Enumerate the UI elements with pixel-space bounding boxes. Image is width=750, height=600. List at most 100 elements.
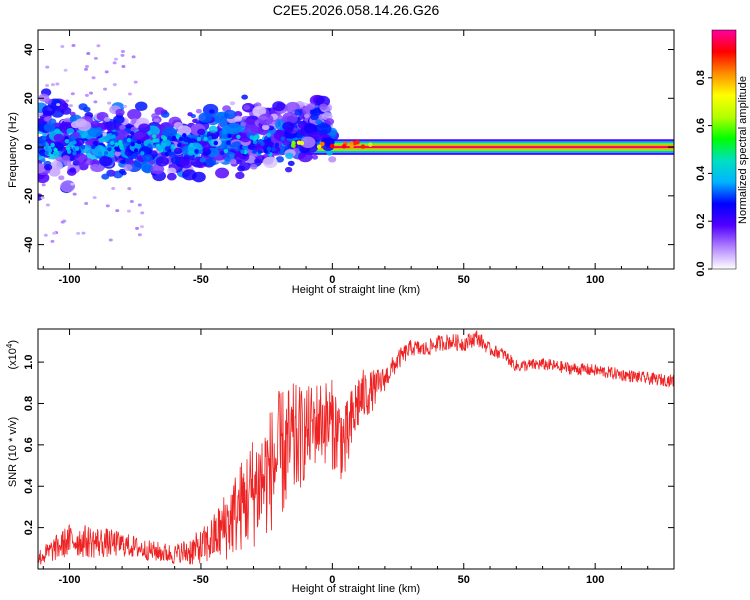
spectral-blob: [43, 233, 48, 237]
spectral-blob: [112, 83, 117, 87]
spectral-blob: [43, 123, 56, 132]
spectral-blob: [150, 164, 165, 175]
spectral-blob: [311, 154, 319, 160]
figure-title: C2E5.2026.058.14.26.G26: [273, 2, 440, 18]
spectral-blob: [285, 152, 294, 160]
spectral-blob: [262, 156, 278, 169]
spectral-blob: [142, 154, 153, 163]
snr-panel: -100 -50 0 50 100 0.2 0.4 0.6 0.8 1.0 Height of s…: [5, 328, 675, 595]
spectral-blob: [113, 115, 125, 125]
colorbar-tick-label: 0.2: [695, 214, 707, 229]
spectral-blob: [182, 136, 191, 143]
spectrogram-panel: -100 -50 0 50 100 -40 -20 0 20 40 Height of strai…: [7, 29, 675, 296]
spectral-blob: [285, 126, 294, 134]
snr-ylabel: SNR (10 * v/v): [7, 417, 19, 487]
spectral-blob: [40, 196, 45, 200]
spectral-blob: [96, 44, 101, 48]
spectral-blob: [328, 156, 337, 163]
spectral-blob: [54, 128, 61, 134]
spectral-peak: [107, 147, 112, 152]
spectrogram-ytick-label: -40: [23, 237, 35, 253]
spectral-blob: [294, 109, 303, 116]
spectral-blob: [285, 166, 293, 173]
snr-xtick-label: 0: [329, 574, 335, 586]
spectral-peak: [203, 136, 208, 142]
spectral-blob: [303, 113, 310, 119]
spectral-blob: [68, 104, 73, 108]
spectral-blob: [121, 65, 126, 69]
spectral-peak: [249, 135, 254, 140]
spectral-peak: [52, 151, 58, 156]
colorbar: 0.0 0.2 0.4 0.6 0.8 Normalized spectral ampl…: [695, 29, 749, 277]
spectral-blob: [65, 99, 70, 103]
spectral-peak: [118, 141, 123, 146]
spectral-blob: [140, 211, 145, 215]
spectral-blob: [241, 94, 248, 100]
spectral-blob: [101, 173, 110, 180]
spectral-blob: [151, 113, 159, 120]
spectral-blob: [229, 101, 236, 106]
spectral-peak: [72, 151, 77, 156]
spectral-blob: [182, 169, 197, 181]
spectral-peak: [81, 134, 87, 139]
spectral-blob: [261, 124, 270, 131]
spectrogram-xtick-label: 50: [458, 274, 470, 286]
spectral-blob: [120, 53, 125, 57]
colorbar-ticks: 0.0 0.2 0.4 0.6 0.8: [695, 70, 712, 277]
spectral-peak: [291, 140, 296, 146]
spectral-blob: [137, 233, 142, 237]
spectral-blob: [75, 118, 87, 127]
spectral-blob: [170, 156, 181, 164]
spectral-peak: [44, 146, 49, 152]
spectral-blob: [161, 126, 177, 139]
spectral-peak: [53, 147, 58, 153]
spectral-blob: [275, 156, 285, 163]
spectral-peak: [119, 145, 124, 151]
spectral-blob: [38, 172, 50, 184]
spectral-blob: [45, 65, 50, 69]
spectral-blob: [155, 156, 169, 167]
spectral-blob: [92, 196, 97, 200]
colorbar-label: Normalized spectral amplitude: [737, 76, 749, 224]
spectrogram-marks: [38, 43, 674, 243]
spectral-peak: [189, 142, 194, 148]
spectral-blob: [300, 136, 316, 149]
snr-multiplier: (x104): [5, 340, 19, 370]
spectral-peak: [178, 136, 184, 142]
spectral-blob: [109, 170, 116, 176]
spectrogram-frame: [37, 29, 675, 270]
snr-xlabel: Height of straight line (km): [292, 583, 420, 595]
spectral-blob: [52, 231, 57, 235]
snr-xtick-label: -100: [59, 574, 81, 586]
spectral-blob: [123, 104, 128, 108]
spectral-peak: [223, 148, 229, 154]
spectral-blob: [112, 61, 117, 65]
spectral-blob: [90, 120, 101, 129]
spectral-blob: [134, 101, 148, 112]
spectral-blob: [303, 122, 317, 134]
spectral-blob: [105, 204, 110, 208]
spectral-blob: [50, 160, 63, 171]
spectral-peak: [316, 144, 322, 149]
spectral-peak: [98, 145, 104, 150]
spectral-blob: [60, 220, 65, 224]
spectral-blob: [115, 108, 125, 117]
spectrogram-axes: -100 -50 0 50 100 -40 -20 0 20 40: [23, 30, 675, 286]
spectral-blob: [123, 164, 133, 171]
spectral-peak: [213, 140, 218, 146]
spectral-blob: [38, 163, 46, 174]
spectral-blob: [103, 116, 111, 122]
spectral-blob: [240, 121, 247, 127]
spectral-blob: [63, 68, 68, 72]
spectral-blob: [187, 150, 195, 156]
spectral-blob: [198, 112, 213, 123]
spectral-blob: [87, 125, 103, 138]
spectral-blob: [195, 108, 202, 114]
spectral-blob: [235, 171, 245, 180]
spectral-peak: [157, 146, 162, 152]
colorbar-tick-label: 0.6: [695, 118, 707, 133]
spectral-peak: [114, 146, 119, 151]
spectral-blob: [84, 201, 89, 205]
spectral-peak: [257, 149, 263, 154]
